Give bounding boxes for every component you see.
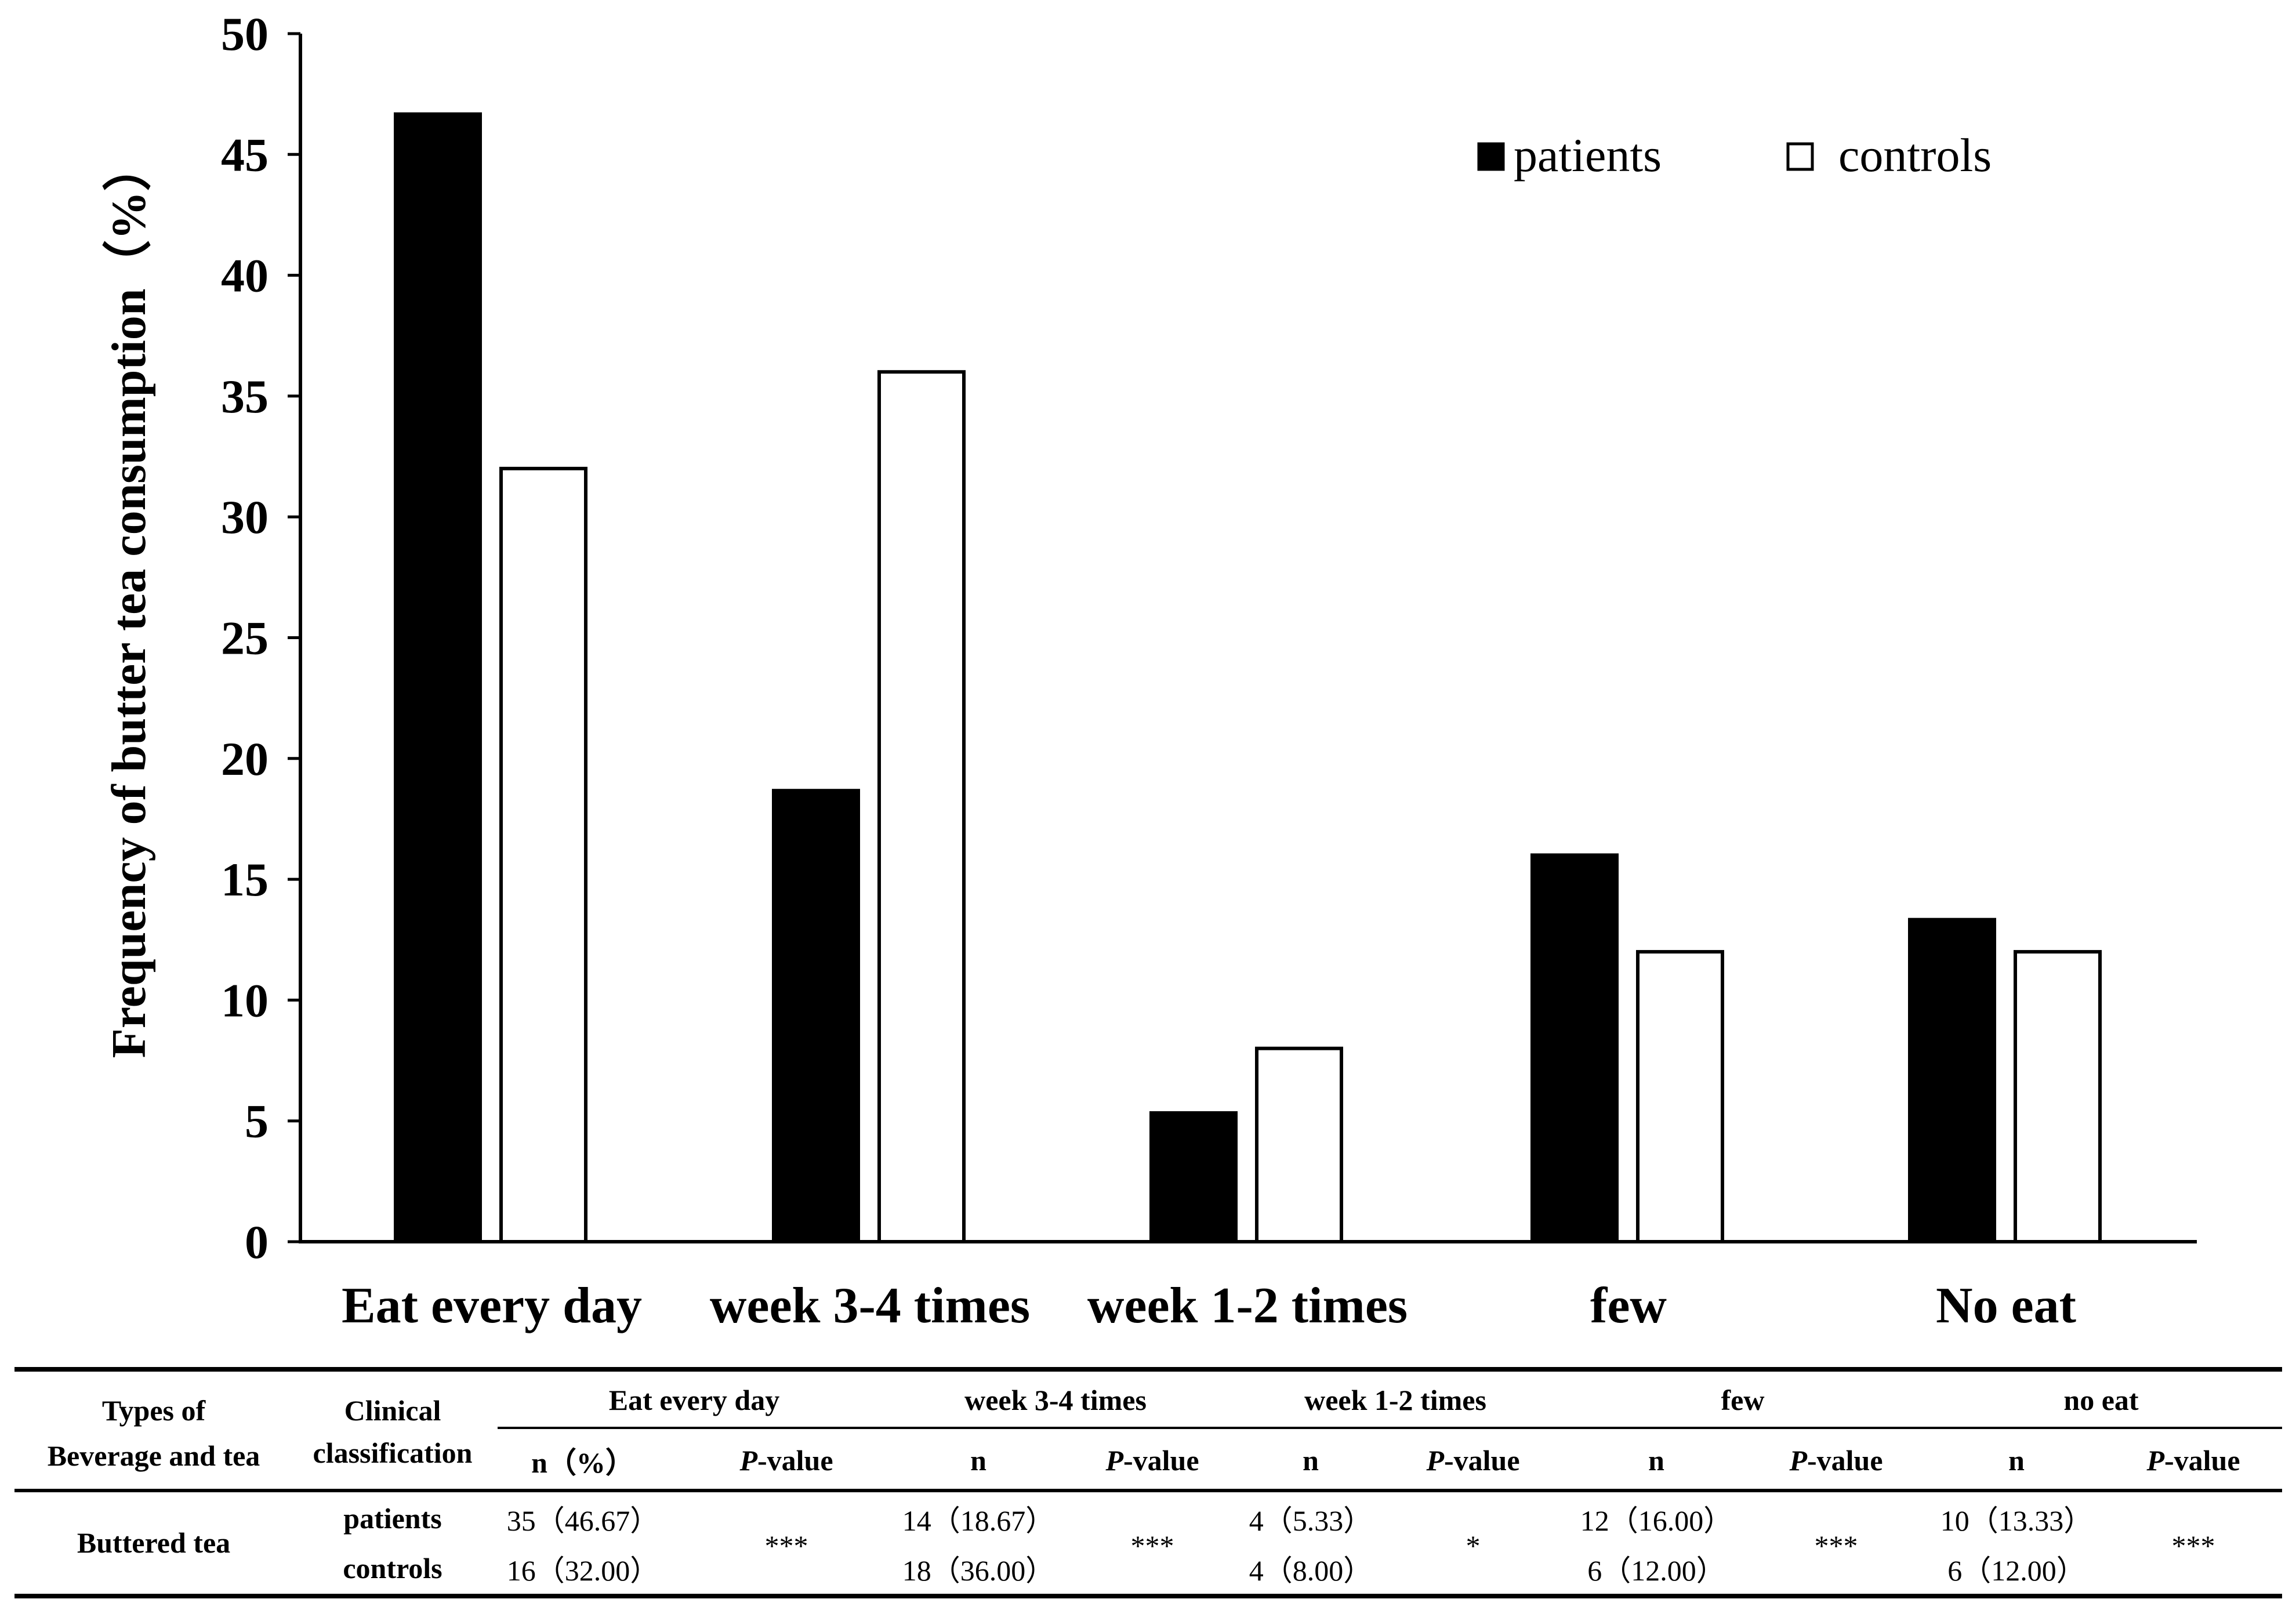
y-tick-label: 35 (221, 370, 269, 423)
legend-label-controls: controls (1838, 129, 1992, 182)
x-tick-label: few (1590, 1278, 1667, 1334)
y-tick-label: 50 (221, 8, 269, 60)
table-header-rule (14, 1489, 2282, 1492)
x-tick-label: week 3-4 times (710, 1278, 1030, 1334)
row-label-controls: controls (343, 1552, 442, 1584)
sub-header: n (970, 1444, 986, 1477)
group-header: few (1721, 1384, 1765, 1416)
bar-patients (1530, 853, 1619, 1243)
y-tick-label: 30 (221, 491, 269, 543)
x-tick-label: No eat (1936, 1278, 2076, 1334)
y-tick-label: 5 (245, 1095, 269, 1148)
cell-n: 14（18.67） (902, 1504, 1055, 1537)
sub-header: P-value (2146, 1444, 2240, 1477)
x-tick-label: week 1-2 times (1087, 1278, 1408, 1334)
x-tick-label: Eat every day (342, 1278, 642, 1334)
cell-p-value: *** (2171, 1529, 2215, 1562)
cell-n: 16（32.00） (506, 1554, 659, 1587)
header-types-line2: Beverage and tea (47, 1439, 260, 1472)
y-tick-label: 10 (221, 974, 269, 1027)
header-types-line1: Types of (101, 1394, 206, 1427)
sub-header: P-value (739, 1444, 833, 1477)
bar-controls (877, 370, 966, 1243)
cell-p-value: *** (1130, 1529, 1174, 1562)
cell-n: 12（16.00） (1580, 1504, 1733, 1537)
cell-n: 4（5.33） (1249, 1504, 1373, 1537)
header-clinical-line2: classification (313, 1437, 473, 1469)
y-tick-label: 20 (221, 733, 269, 785)
sub-header: n (1648, 1444, 1664, 1477)
sub-header: P-value (1105, 1444, 1199, 1477)
cell-n: 10（13.33） (1940, 1504, 2093, 1537)
table-group-rule (498, 1427, 2282, 1429)
bar-patients (1149, 1111, 1238, 1243)
y-axis-title: Frequency of butter tea consumption（%） (102, 143, 156, 1058)
cell-n: 6（12.00） (1587, 1554, 1725, 1587)
cell-p-value: *** (764, 1529, 808, 1562)
bar-controls (1255, 1046, 1343, 1243)
cell-n: 6（12.00） (1947, 1554, 2085, 1587)
sub-header: n (2008, 1444, 2025, 1477)
row-label-patients: patients (343, 1502, 442, 1535)
bar-chart: 0 5 10 15 20 25 30 35 40 45 50 Eat every day week 3-… (102, 8, 2197, 1334)
group-header: week 1-2 times (1304, 1384, 1486, 1416)
cell-p-value: * (1466, 1529, 1481, 1562)
legend-swatch-controls (1786, 142, 1814, 171)
group-header: Eat every day (608, 1384, 780, 1416)
sub-header: P-value (1426, 1444, 1520, 1477)
bar-patients (394, 112, 482, 1244)
y-tick-label: 0 (245, 1216, 269, 1268)
group-header: no eat (2063, 1384, 2139, 1416)
header-clinical-line1: Clinical (344, 1394, 441, 1427)
row-label-buttered-tea: Buttered tea (77, 1526, 231, 1559)
bar-patients (1908, 918, 1996, 1244)
table-top-rule (14, 1367, 2282, 1372)
bar-controls (2014, 950, 2102, 1243)
cell-n: 18（36.00） (902, 1554, 1055, 1587)
sub-header: n (1303, 1444, 1319, 1477)
table-bottom-rule (14, 1594, 2282, 1598)
group-header: week 3-4 times (964, 1384, 1147, 1416)
legend-swatch-patients (1477, 142, 1505, 171)
y-tick-label: 25 (221, 612, 269, 665)
bar-controls (1636, 950, 1724, 1243)
sub-header: P-value (1789, 1444, 1883, 1477)
y-tick-label: 45 (221, 128, 269, 181)
cell-p-value: *** (1814, 1529, 1858, 1562)
bar-patients (772, 789, 860, 1243)
y-tick-label: 40 (221, 249, 269, 302)
legend-label-patients: patients (1514, 129, 1662, 182)
y-tick-label: 15 (221, 853, 269, 906)
bar-controls (499, 466, 587, 1243)
sub-header: n（%） (531, 1446, 634, 1479)
cell-n: 4（8.00） (1249, 1554, 1373, 1587)
cell-n: 35（46.67） (506, 1504, 659, 1537)
